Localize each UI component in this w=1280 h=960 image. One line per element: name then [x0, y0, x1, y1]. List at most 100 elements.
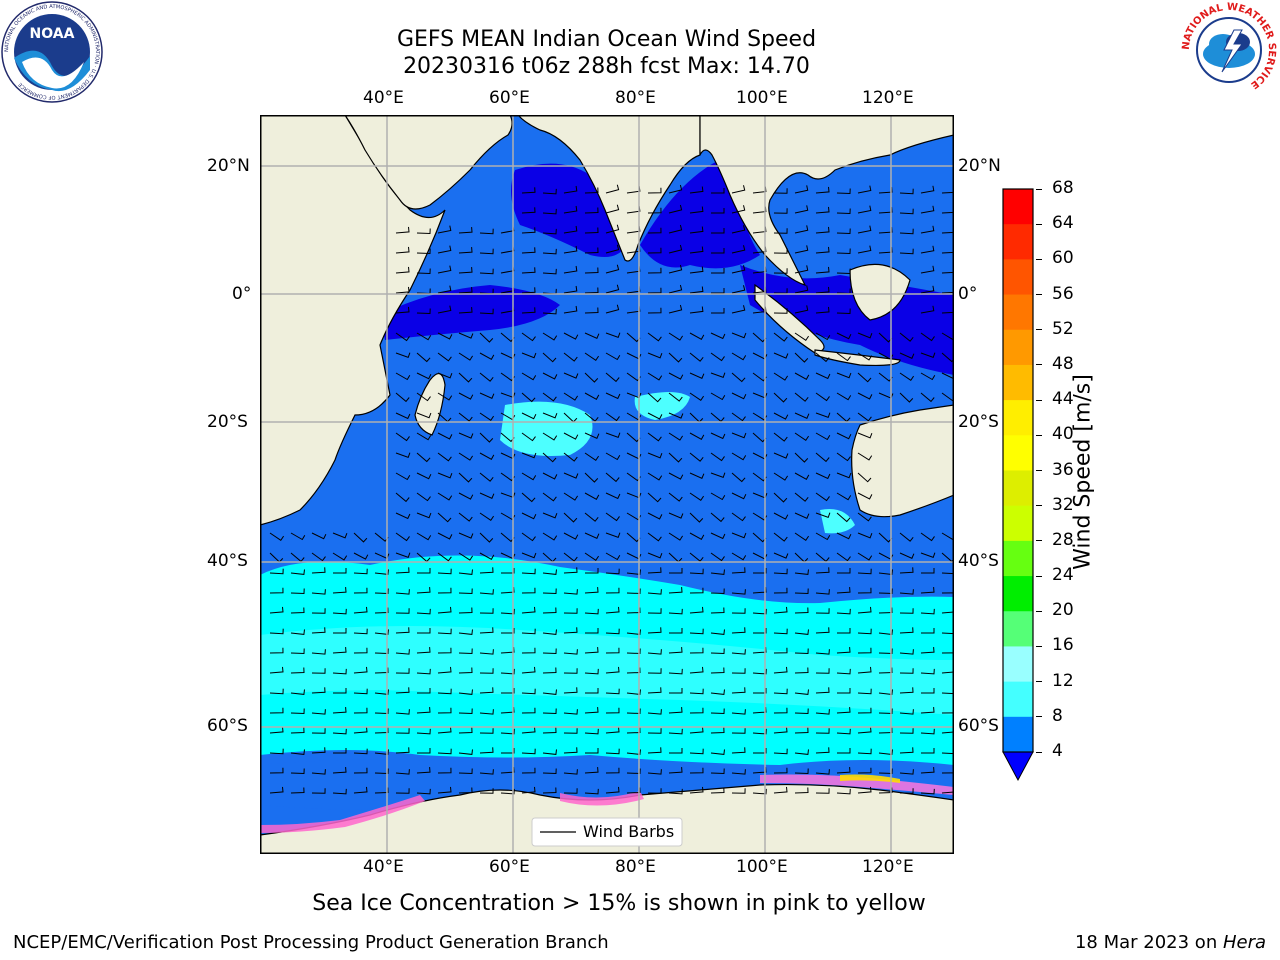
wind-barb	[584, 788, 599, 795]
wind-barb	[584, 608, 599, 615]
wind-barb	[374, 689, 389, 695]
wind-barb	[311, 552, 326, 562]
wind-barb	[605, 304, 620, 314]
wind-barb	[374, 708, 389, 715]
wind-barb	[626, 749, 641, 755]
wind-barb	[920, 647, 935, 654]
wind-barb	[521, 267, 536, 274]
wind-barb	[773, 352, 789, 359]
footer-branch: NCEP/EMC/Verification Post Processing Pr…	[13, 932, 609, 953]
wind-barb	[563, 747, 578, 754]
wind-barb	[836, 248, 851, 255]
wind-barb	[920, 245, 935, 254]
wind-barb	[920, 285, 935, 294]
wind-barb	[773, 392, 788, 403]
wind-barb	[605, 472, 620, 483]
wind-barb	[479, 769, 494, 775]
wind-barb	[773, 492, 788, 503]
wind-barb	[794, 648, 809, 655]
wind-barb	[542, 607, 557, 614]
lat-tick-left-20N: 20°N	[207, 156, 250, 176]
wind-barb	[521, 726, 536, 734]
wind-barb	[857, 666, 872, 674]
wind-barb	[857, 748, 872, 755]
wind-barb	[605, 568, 620, 575]
wind-barb	[899, 608, 914, 614]
wind-barb	[332, 767, 347, 774]
sea-ice-fringe-west	[260, 795, 425, 833]
wind-barb	[584, 207, 599, 214]
wind-barb	[710, 787, 725, 794]
wind-barb	[542, 787, 557, 794]
wind-barb	[668, 304, 683, 314]
wind-barb	[437, 245, 452, 254]
wind-barb	[458, 247, 473, 254]
wind-barb	[605, 688, 620, 695]
wind-barb	[941, 231, 954, 234]
wind-barb	[753, 568, 767, 574]
wind-barb	[290, 708, 305, 715]
wind-barb	[773, 288, 788, 294]
wind-barb	[626, 667, 641, 674]
colorbar-bin	[1003, 540, 1033, 577]
wind-barb	[899, 728, 914, 734]
wind-barb	[395, 306, 410, 314]
wind-barb	[605, 647, 620, 654]
colorbar-tick-mark	[1036, 223, 1042, 225]
wind-barb	[647, 687, 662, 694]
wind-barb	[668, 224, 683, 234]
wind-barb	[542, 708, 557, 715]
wind-barb	[479, 452, 495, 460]
wind-barb	[647, 207, 662, 214]
wind-barb	[836, 268, 851, 275]
wind-barb	[920, 788, 935, 795]
wind-barb	[605, 244, 620, 254]
wind-barb	[794, 472, 810, 480]
wind-barb	[332, 552, 348, 561]
wind-barb	[479, 372, 494, 382]
wind-barb	[437, 512, 452, 523]
wind-barb	[668, 392, 683, 402]
wind-barb	[521, 786, 536, 794]
wind-barb	[584, 267, 599, 274]
wind-barb	[731, 649, 746, 655]
wind-barb	[311, 649, 326, 655]
wind-barb	[815, 512, 831, 519]
wind-barb	[542, 332, 558, 341]
wind-barb	[836, 647, 851, 654]
wind-barb	[458, 708, 473, 715]
wind-barb	[815, 747, 830, 754]
wind-barb	[458, 749, 473, 755]
wind-barb	[542, 188, 557, 195]
wind-barb	[647, 589, 662, 595]
wind-barb	[542, 768, 557, 775]
wind-barb	[668, 492, 683, 502]
wind-barb	[542, 248, 557, 255]
wind-barb	[395, 372, 411, 381]
wind-barb	[521, 452, 537, 459]
wind-barb	[731, 265, 746, 274]
wind-barb	[479, 589, 494, 595]
wind-barb	[731, 332, 747, 339]
wind-barb	[458, 689, 473, 695]
wind-barb	[501, 568, 515, 574]
wind-barb	[689, 666, 704, 674]
wind-barb	[836, 188, 851, 195]
wind-barb	[353, 647, 368, 654]
wind-belt-12-16	[260, 626, 954, 715]
colorbar-tick-mark	[1036, 329, 1042, 331]
wind-barb	[878, 768, 893, 775]
wind-barb	[941, 791, 954, 794]
wind-barb	[815, 412, 831, 419]
wind-barb	[395, 788, 410, 794]
wind-barb	[878, 607, 893, 614]
wind-barb	[479, 248, 494, 255]
wind-barb	[689, 452, 704, 462]
wind-barb	[794, 452, 809, 463]
wind-barb	[395, 589, 410, 595]
wind-barb	[836, 532, 852, 540]
wind-barb	[500, 728, 515, 735]
wind-barb	[542, 532, 558, 541]
wind-barb	[500, 668, 515, 675]
wind-barb	[857, 225, 872, 234]
